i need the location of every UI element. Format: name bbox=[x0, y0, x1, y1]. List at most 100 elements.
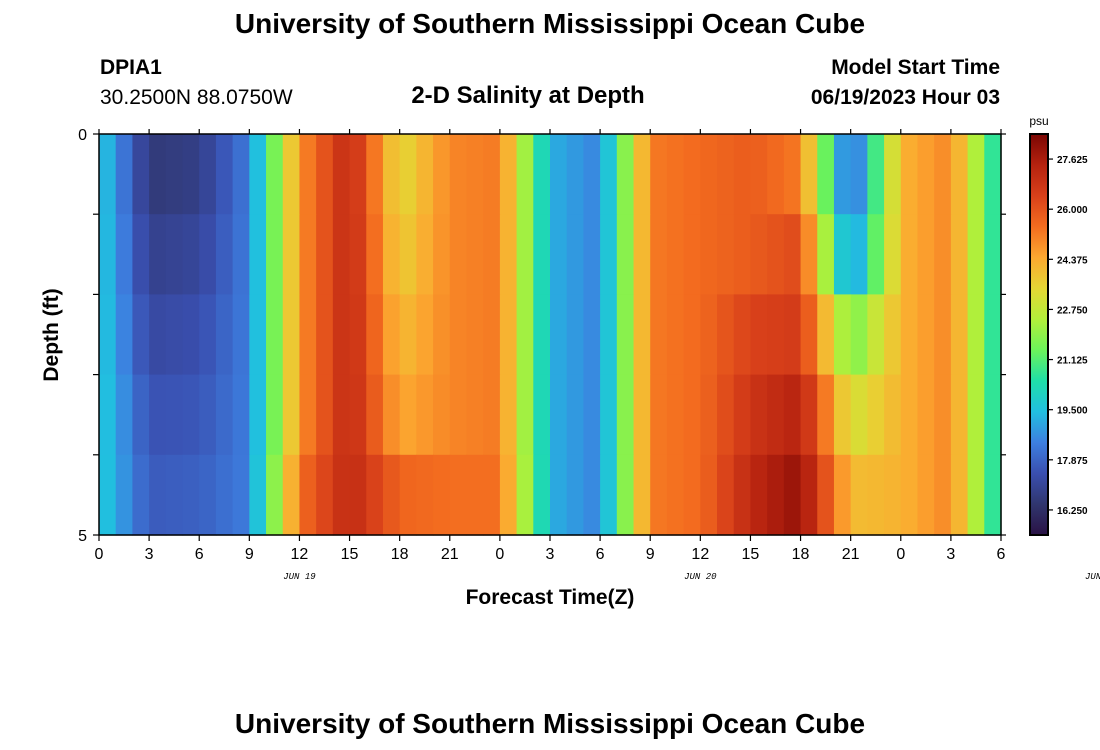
heatmap-cell bbox=[349, 294, 367, 376]
heatmap-cell bbox=[934, 214, 952, 295]
heatmap-cell bbox=[783, 294, 802, 376]
heatmap-cell bbox=[984, 454, 1002, 536]
colorbar-tick-label: 26.000 bbox=[1057, 205, 1088, 216]
heatmap-cell bbox=[767, 294, 785, 376]
heatmap-cell bbox=[616, 134, 635, 215]
colorbar-tick-label: 19.500 bbox=[1057, 406, 1088, 417]
heatmap-cell bbox=[733, 294, 752, 376]
x-axis-label: Forecast Time(Z) bbox=[466, 586, 635, 609]
heatmap-cell bbox=[717, 214, 735, 295]
colorbar-tick-label: 16.250 bbox=[1057, 506, 1088, 517]
heatmap-cell bbox=[249, 454, 267, 536]
y-axis-label: Depth (ft) bbox=[40, 288, 63, 381]
x-tick-label: 18 bbox=[391, 546, 409, 563]
heatmap-cell bbox=[115, 214, 133, 295]
date-label: JUN 21 bbox=[1085, 572, 1100, 582]
page-title: University of Southern Mississippi Ocean… bbox=[234, 8, 866, 39]
x-tick-label: 15 bbox=[742, 546, 760, 563]
heatmap-cell bbox=[900, 134, 919, 215]
heatmap-cell bbox=[717, 134, 735, 215]
heatmap-cell bbox=[666, 454, 685, 536]
heatmap-cell bbox=[165, 454, 184, 536]
heatmap-cell bbox=[650, 214, 668, 295]
date-label: JUN 20 bbox=[684, 572, 717, 582]
heatmap-cell bbox=[165, 294, 184, 376]
heatmap-cell bbox=[182, 454, 200, 536]
heatmap-cell bbox=[132, 294, 150, 376]
heatmap-cell bbox=[182, 374, 200, 456]
heatmap-cell bbox=[616, 214, 635, 295]
heatmap-cell bbox=[884, 374, 902, 456]
heatmap-cell bbox=[700, 214, 718, 295]
heatmap-cell bbox=[817, 134, 835, 215]
heatmap-cell bbox=[215, 454, 234, 536]
heatmap-cell bbox=[967, 374, 985, 456]
heatmap-cell bbox=[750, 454, 768, 536]
heatmap-cell bbox=[132, 214, 150, 295]
heatmap-cell bbox=[165, 134, 184, 215]
heatmap-cell bbox=[967, 454, 985, 536]
heatmap-cell bbox=[499, 134, 518, 215]
heatmap-cell bbox=[266, 294, 284, 376]
x-tick-label: 3 bbox=[145, 546, 154, 563]
x-tick-label: 3 bbox=[546, 546, 555, 563]
heatmap-cell bbox=[316, 134, 334, 215]
heatmap-cell bbox=[934, 454, 952, 536]
colorbar-ticks: 16.250 17.875 19.500 21.125 22.750 24.375 26.0… bbox=[1048, 155, 1088, 517]
x-tick-label: 0 bbox=[495, 546, 504, 563]
heatmap-cell bbox=[600, 294, 618, 376]
heatmap-cell bbox=[984, 134, 1002, 215]
heatmap-cell bbox=[616, 294, 635, 376]
heatmap-cell bbox=[416, 294, 434, 376]
heatmap-cell bbox=[199, 374, 217, 456]
heatmap-cell bbox=[199, 134, 217, 215]
heatmap-cell bbox=[566, 134, 584, 215]
heatmap-cell bbox=[583, 374, 601, 456]
heatmap-cell bbox=[600, 454, 618, 536]
heatmap-cell bbox=[666, 214, 685, 295]
heatmap-cell bbox=[917, 454, 935, 536]
heatmap-cell bbox=[666, 294, 685, 376]
heatmap-cell bbox=[399, 294, 417, 376]
heatmap-cell bbox=[600, 214, 618, 295]
heatmap-cell bbox=[299, 374, 317, 456]
heatmap-cell bbox=[332, 374, 351, 456]
heatmap-cell bbox=[650, 134, 668, 215]
colorbar-tick-label: 17.875 bbox=[1057, 456, 1088, 467]
heatmap-cell bbox=[366, 294, 384, 376]
y-tick-label: 0 bbox=[78, 127, 87, 144]
heatmap-cell bbox=[884, 294, 902, 376]
heatmap-cell bbox=[115, 294, 133, 376]
heatmap-cell bbox=[867, 134, 885, 215]
heatmap-cell bbox=[282, 374, 301, 456]
heatmap-cell bbox=[399, 214, 417, 295]
heatmap-cell bbox=[232, 454, 250, 536]
heatmap-cell bbox=[817, 374, 835, 456]
heatmap-cell bbox=[382, 134, 401, 215]
heatmap-cell bbox=[800, 294, 818, 376]
heatmap-cell bbox=[466, 294, 484, 376]
heatmap-cell bbox=[633, 294, 651, 376]
heatmap-cell bbox=[433, 454, 451, 536]
heatmap-cell bbox=[483, 454, 501, 536]
heatmap-cell bbox=[165, 374, 184, 456]
heatmap-cell bbox=[984, 214, 1002, 295]
heatmap-cell bbox=[566, 214, 584, 295]
heatmap-cell bbox=[249, 294, 267, 376]
heatmap-cell bbox=[149, 294, 167, 376]
heatmap-cell bbox=[382, 374, 401, 456]
heatmap-cell bbox=[850, 374, 868, 456]
heatmap-cell bbox=[199, 214, 217, 295]
heatmap-cell bbox=[750, 294, 768, 376]
heatmap-cell bbox=[600, 374, 618, 456]
heatmap-cell bbox=[917, 374, 935, 456]
heatmap-cell bbox=[700, 294, 718, 376]
heatmap-cell bbox=[182, 134, 200, 215]
heatmap-cell bbox=[800, 134, 818, 215]
heatmap-cell bbox=[833, 214, 852, 295]
heatmap-cell bbox=[349, 374, 367, 456]
heatmap-cell bbox=[917, 214, 935, 295]
heatmap-cell bbox=[683, 134, 701, 215]
heatmap-cell bbox=[750, 214, 768, 295]
heatmap-cell bbox=[717, 454, 735, 536]
